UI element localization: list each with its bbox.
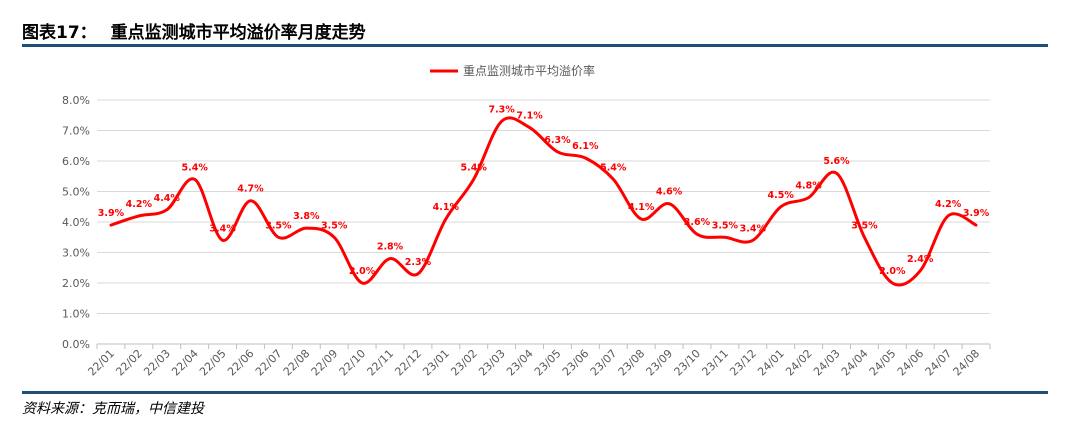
data-label: 3.9%: [98, 208, 125, 219]
data-label: 3.6%: [684, 217, 711, 228]
x-tick-label: 23/03: [476, 347, 508, 379]
x-tick-label: 22/04: [169, 347, 201, 379]
data-label: 4.1%: [628, 202, 655, 213]
data-label: 3.4%: [740, 223, 767, 234]
x-tick-label: 24/03: [811, 347, 843, 379]
x-tick-label: 23/06: [560, 347, 592, 379]
x-tick-label: 22/06: [225, 347, 257, 379]
bottom-divider: [22, 391, 1048, 394]
y-tick-label: 3.0%: [62, 247, 90, 260]
data-label: 5.4%: [181, 162, 208, 173]
data-label: 3.5%: [851, 220, 878, 231]
data-label: 2.0%: [879, 266, 906, 277]
data-label: 6.3%: [544, 135, 571, 146]
y-tick-label: 8.0%: [62, 94, 90, 107]
x-tick-label: 22/12: [392, 347, 424, 379]
figure-title-text: 重点监测城市平均溢价率月度走势: [110, 23, 366, 43]
y-tick-label: 2.0%: [62, 277, 90, 290]
x-tick-label: 23/09: [644, 347, 676, 379]
data-label: 5.4%: [461, 162, 488, 173]
y-tick-label: 5.0%: [62, 186, 90, 199]
figure-title: 图表17： 重点监测城市平均溢价率月度走势: [22, 18, 1052, 43]
data-label: 4.2%: [935, 199, 962, 210]
x-tick-label: 23/11: [699, 347, 731, 379]
data-label: 7.1%: [516, 110, 543, 121]
data-label: 3.5%: [321, 220, 348, 231]
source-note: 资料来源：克而瑞，中信建投: [22, 401, 204, 417]
x-tick-label: 22/09: [309, 347, 341, 379]
x-tick-label: 23/07: [588, 347, 620, 379]
data-label: 4.4%: [154, 193, 181, 204]
x-tick-label: 24/05: [867, 347, 899, 379]
data-label: 2.3%: [405, 257, 432, 268]
data-label: 4.2%: [126, 199, 153, 210]
data-label: 4.1%: [433, 202, 460, 213]
data-label: 5.6%: [823, 156, 850, 167]
top-divider: [22, 44, 1048, 47]
data-label: 2.4%: [907, 254, 934, 265]
data-label: 2.8%: [377, 242, 404, 253]
x-tick-label: 22/08: [281, 347, 313, 379]
y-tick-label: 7.0%: [62, 125, 90, 138]
x-tick-label: 23/04: [504, 347, 536, 379]
data-label: 7.3%: [488, 104, 515, 115]
x-tick-label: 22/07: [253, 347, 285, 379]
data-label: 2.0%: [349, 266, 376, 277]
x-tick-label: 22/05: [197, 347, 229, 379]
x-tick-label: 22/10: [337, 347, 369, 379]
data-label: 3.5%: [265, 220, 292, 231]
x-tick-label: 23/02: [448, 347, 480, 379]
x-tick-label: 24/07: [923, 347, 955, 379]
y-tick-label: 0.0%: [62, 338, 90, 351]
x-tick-label: 22/03: [141, 347, 173, 379]
x-tick-label: 23/01: [420, 347, 452, 379]
y-tick-label: 4.0%: [62, 216, 90, 229]
x-tick-label: 23/12: [727, 347, 759, 379]
data-label: 4.5%: [768, 190, 795, 201]
data-label: 6.1%: [572, 141, 599, 152]
data-label: 5.4%: [600, 162, 627, 173]
series-line: [109, 116, 978, 287]
data-label: 3.9%: [963, 208, 990, 219]
legend-label: 重点监测城市平均溢价率: [463, 63, 595, 78]
y-tick-label: 6.0%: [62, 155, 90, 168]
x-tick-label: 22/01: [85, 347, 117, 379]
data-label: 4.8%: [795, 181, 822, 192]
x-tick-label: 24/04: [839, 347, 871, 379]
x-tick-label: 24/01: [755, 347, 787, 379]
figure-number: 图表17：: [22, 23, 97, 43]
x-tick-label: 22/02: [113, 347, 145, 379]
data-label: 3.5%: [712, 220, 739, 231]
data-label: 3.4%: [209, 223, 236, 234]
y-tick-label: 1.0%: [62, 308, 90, 321]
figure-header: 图表17： 重点监测城市平均溢价率月度走势: [22, 18, 1052, 43]
data-label: 4.7%: [237, 184, 264, 195]
x-tick-label: 24/06: [895, 347, 927, 379]
data-label: 4.6%: [656, 187, 683, 198]
x-tick-label: 24/02: [783, 347, 815, 379]
x-tick-label: 22/11: [365, 347, 397, 379]
x-tick-label: 24/08: [951, 347, 983, 379]
data-label: 3.8%: [293, 211, 320, 222]
x-tick-label: 23/08: [616, 347, 648, 379]
x-tick-label: 23/05: [532, 347, 564, 379]
x-tick-label: 23/10: [671, 347, 703, 379]
